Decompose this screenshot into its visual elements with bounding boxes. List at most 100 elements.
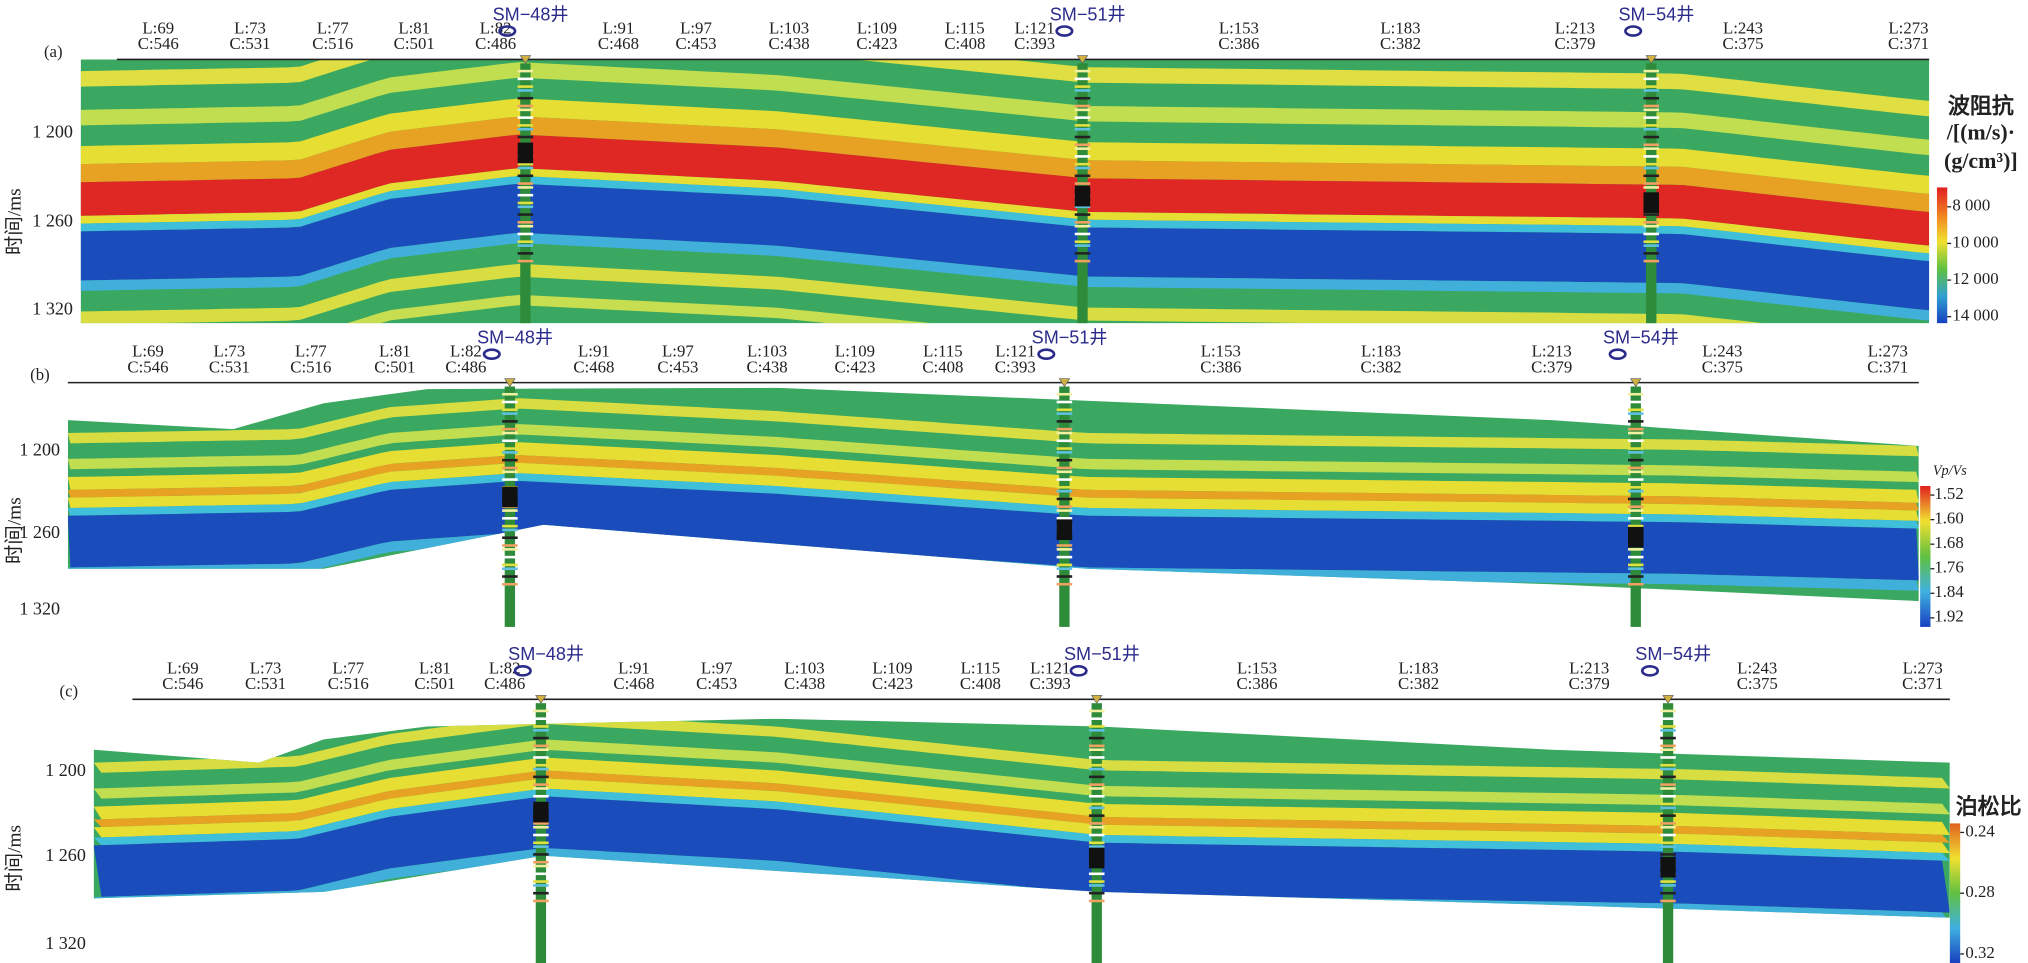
log-stripe (1660, 825, 1676, 829)
trace-line-label: L:115 (945, 19, 985, 38)
colorbar-tick-label: 1.76 (1934, 558, 1963, 577)
log-stripe (1643, 182, 1660, 185)
log-stripe (1627, 563, 1644, 567)
trace-line-label: L:243 (1723, 19, 1763, 38)
log-stripe (1056, 509, 1073, 512)
band (80, 116, 1930, 212)
colorbar-tick-label: 1.84 (1934, 582, 1964, 601)
log-stripe (1088, 891, 1105, 895)
log-stripe (1056, 548, 1073, 551)
log-stripe (533, 872, 549, 876)
log-stripe (1627, 400, 1644, 404)
log-stripe (517, 135, 534, 139)
log-stripe (502, 582, 518, 586)
colorbar-title: Vp/Vs (1933, 463, 1967, 479)
log-stripe (517, 116, 534, 119)
band (80, 62, 1930, 156)
log-stripe (1056, 575, 1073, 578)
log-stripe (1660, 853, 1676, 856)
log-stripe (1627, 458, 1644, 462)
log-stripe (533, 822, 549, 825)
log-stripe (1643, 224, 1660, 228)
trace-cdp-label: C:379 (1531, 357, 1572, 376)
trace-line-label: L:103 (785, 658, 825, 677)
log-stripe (517, 221, 534, 224)
well-icon (482, 348, 501, 360)
log-stripe (1074, 96, 1091, 100)
log-stripe (517, 259, 534, 263)
trace-line-label: L:97 (701, 658, 733, 677)
log-stripe (1643, 127, 1660, 131)
log-stripe (1627, 489, 1644, 493)
log-stripe (1056, 431, 1073, 435)
band (93, 718, 1950, 789)
log-stripe (517, 186, 534, 189)
log-stripe (1660, 717, 1676, 720)
trace-line-label: L:97 (662, 342, 694, 361)
colorbar (1920, 486, 1931, 627)
trace-cdp-label: C:375 (1702, 357, 1743, 376)
log-stripe (1056, 555, 1073, 559)
log-stripe (1074, 69, 1091, 73)
log-stripe (517, 182, 534, 185)
well-track (1662, 703, 1674, 963)
colorbar-tick-label: 14 000 (1952, 306, 1998, 325)
log-stripe (1074, 135, 1091, 139)
band (93, 788, 1950, 861)
well-name: SM−51井 (1050, 4, 1126, 24)
log-stripe (1056, 497, 1073, 501)
log-stripe (517, 240, 534, 244)
log-stripe (1056, 470, 1073, 474)
log-stripe (1660, 736, 1676, 740)
log-stripe (1088, 802, 1105, 806)
y-tick-label: 1 200 (45, 760, 86, 780)
log-stripe (517, 104, 534, 108)
band (67, 584, 1919, 602)
log-stripe (1088, 767, 1105, 771)
trace-cdp-label: C:371 (1867, 357, 1908, 376)
log-stripe (1660, 725, 1676, 728)
trace-line-label: L:153 (1219, 19, 1259, 38)
trace-line-label: L:153 (1237, 658, 1277, 677)
log-stripe (1056, 582, 1073, 586)
trace-line-label: L:82 (489, 658, 521, 677)
log-stripe (1643, 116, 1660, 119)
log-stripe (1088, 736, 1105, 740)
well-head (519, 55, 532, 64)
trace-cdp-label: C:453 (657, 357, 698, 376)
trace-line-label: L:243 (1702, 342, 1742, 361)
colorbar-title: 泊松比 (1956, 794, 2022, 819)
log-stripe (1056, 408, 1073, 412)
log-stripe (1660, 891, 1676, 895)
log-stripe (1643, 135, 1660, 139)
log-stripe (1088, 725, 1105, 728)
log-stripe (1627, 509, 1644, 512)
log-stripe (1088, 729, 1105, 732)
well-name: SM−48井 (493, 4, 569, 24)
trace-cdp-label: C:546 (162, 674, 203, 693)
y-axis-label: 时间/ms (4, 497, 26, 564)
log-stripe (533, 725, 549, 728)
log-stripe (1660, 794, 1676, 798)
log-stripe (1643, 259, 1660, 263)
log-stripe (1660, 783, 1676, 786)
y-tick-label: 1 260 (19, 522, 60, 542)
log-stripe (502, 567, 518, 571)
log-stripe (1643, 244, 1660, 247)
panel-label: (b) (30, 365, 50, 384)
band (93, 796, 1950, 913)
band (67, 473, 1919, 529)
log-stripe (502, 451, 518, 454)
log-stripe (517, 201, 534, 205)
colorbar (1949, 823, 1961, 963)
trace-line-label: L:103 (769, 19, 809, 38)
trace-cdp-label: C:379 (1569, 674, 1610, 693)
log-stripe (1074, 221, 1091, 224)
trace-line-label: L:69 (132, 342, 164, 361)
band (80, 134, 1930, 246)
band (80, 168, 1930, 254)
log-block (1627, 526, 1644, 548)
trace-line-label: L:73 (214, 342, 246, 361)
log-stripe (1660, 767, 1676, 771)
log-stripe (1074, 85, 1091, 88)
